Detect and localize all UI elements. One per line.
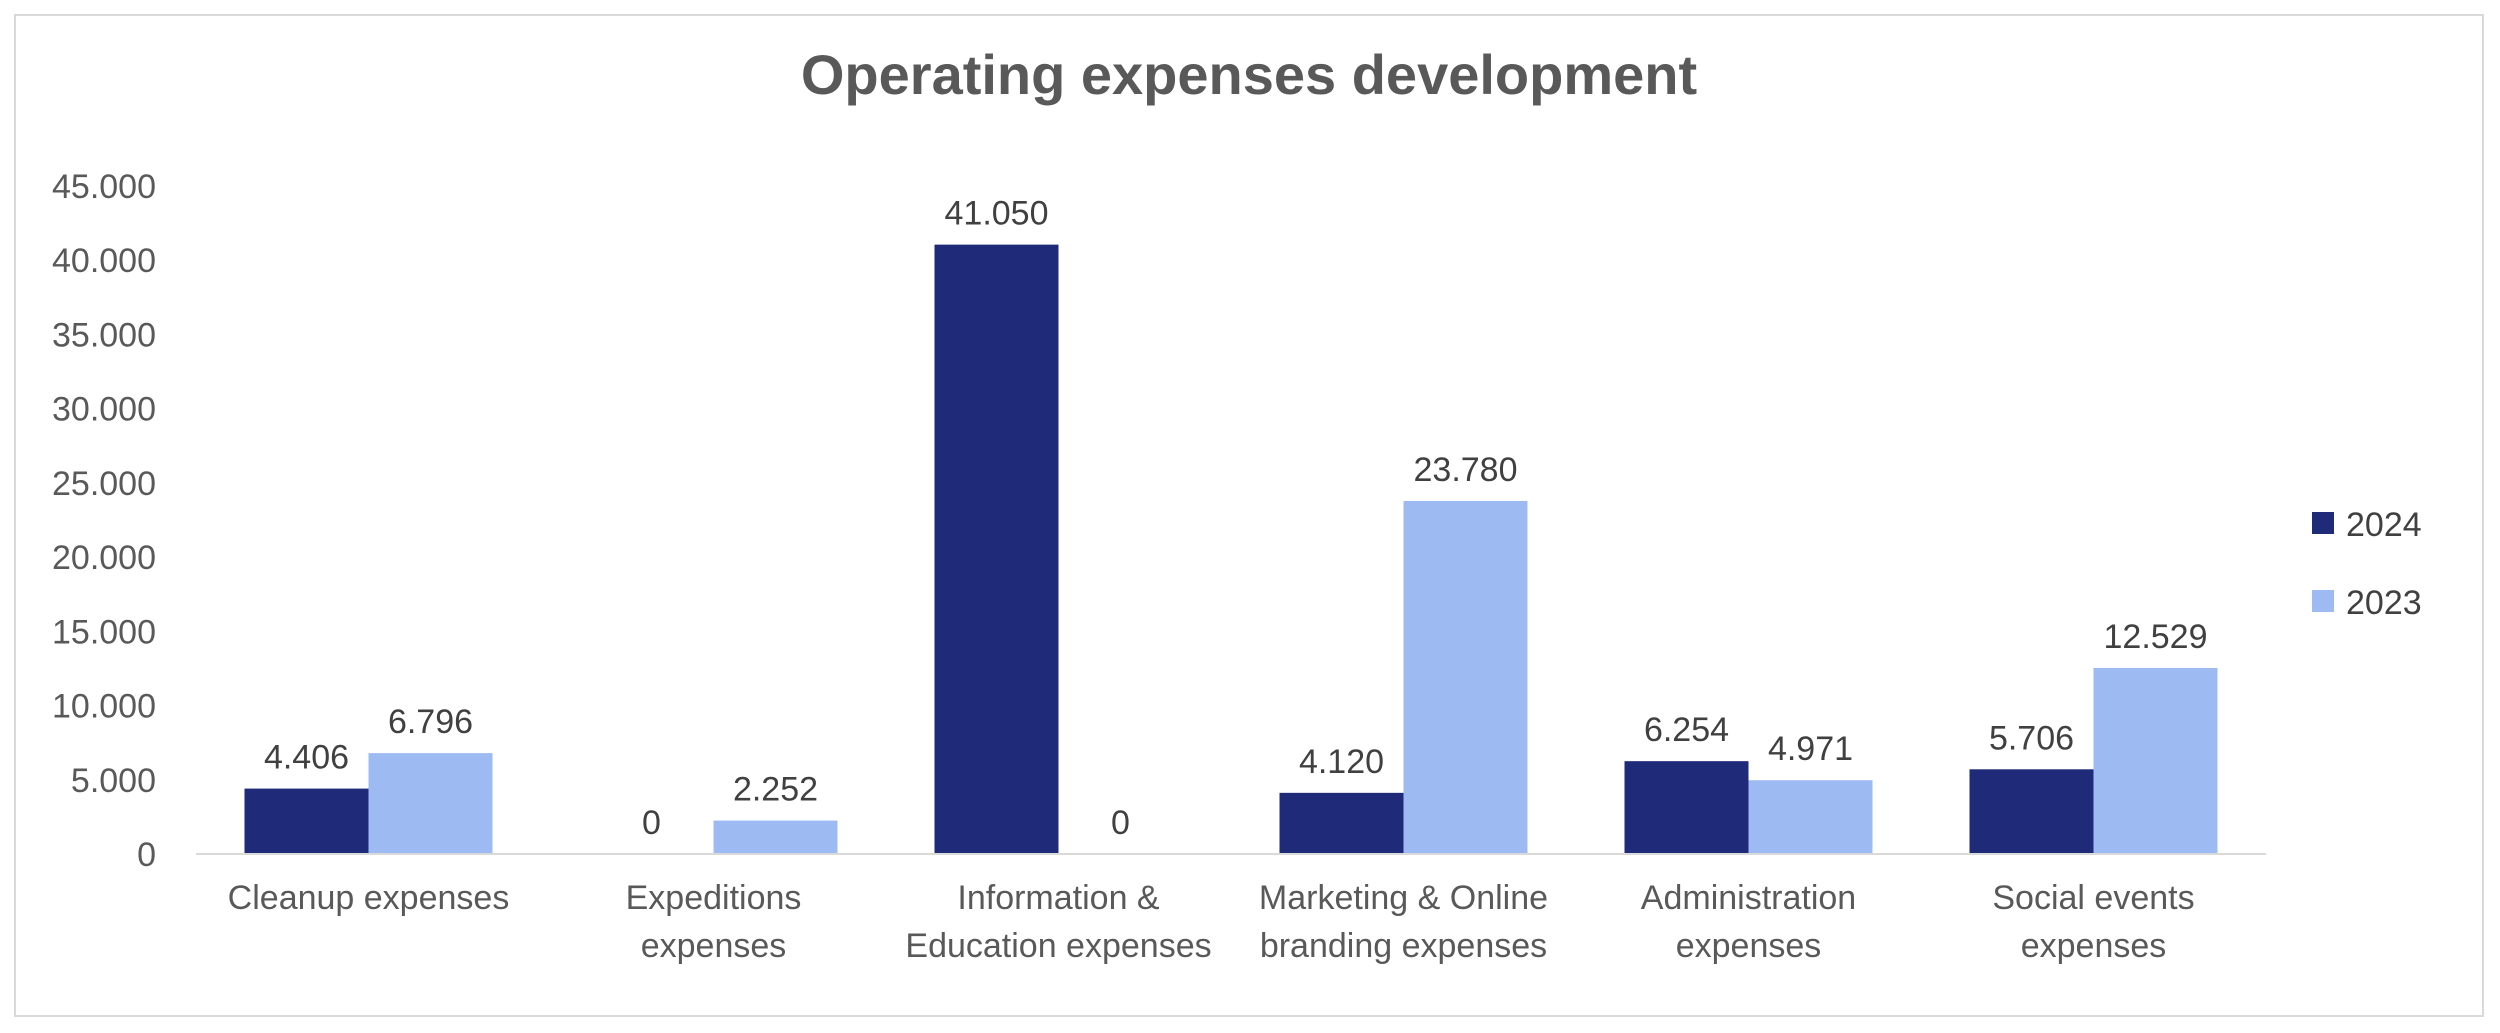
bar-2024 bbox=[1279, 792, 1404, 854]
bars: 4.406 6.796 0 2.252 41.050 0 4.120 23.780 6.254 4… bbox=[244, 195, 2218, 854]
x-tick-label: expenses bbox=[2021, 927, 2167, 965]
chart-frame: Operating expenses development 0 5.000 10.… bbox=[14, 14, 2484, 1017]
bar-2024 bbox=[244, 788, 369, 854]
x-tick-label: Cleanup expenses bbox=[228, 879, 510, 917]
bar-2024 bbox=[1624, 761, 1749, 854]
data-label: 12.529 bbox=[2104, 618, 2208, 656]
data-label: 0 bbox=[642, 804, 661, 842]
x-tick-label: Education expenses bbox=[905, 927, 1211, 965]
y-tick-label: 30.000 bbox=[52, 391, 156, 429]
bar-2023 bbox=[713, 820, 838, 854]
data-label: 0 bbox=[1111, 804, 1130, 842]
bar-2023 bbox=[1748, 780, 1873, 854]
data-label: 6.796 bbox=[388, 703, 473, 741]
legend-swatch-2023 bbox=[2312, 590, 2334, 612]
legend: 2024 2023 bbox=[2312, 506, 2422, 622]
x-tick-label: branding expenses bbox=[1260, 927, 1547, 965]
data-label: 2.252 bbox=[733, 771, 818, 809]
data-label: 4.971 bbox=[1768, 730, 1853, 768]
legend-label-2023: 2023 bbox=[2346, 584, 2422, 622]
x-tick-label: expenses bbox=[1676, 927, 1822, 965]
x-tick-label: Marketing & Online bbox=[1259, 879, 1548, 917]
y-tick-label: 35.000 bbox=[52, 316, 156, 354]
legend-label-2024: 2024 bbox=[2346, 506, 2422, 544]
chart-title: Operating expenses development bbox=[801, 43, 1697, 106]
x-tick-label: expenses bbox=[641, 927, 787, 965]
y-tick-label: 5.000 bbox=[71, 762, 156, 800]
y-tick-label: 25.000 bbox=[52, 465, 156, 503]
bar-chart: Operating expenses development 0 5.000 10.… bbox=[52, 43, 2422, 965]
data-label: 23.780 bbox=[1414, 451, 1518, 489]
data-label: 5.706 bbox=[1989, 719, 2074, 757]
y-tick-label: 0 bbox=[137, 836, 156, 874]
bar-2024 bbox=[934, 244, 1059, 854]
y-tick-label: 20.000 bbox=[52, 539, 156, 577]
data-label: 6.254 bbox=[1644, 711, 1729, 749]
bar-2023 bbox=[2093, 668, 2218, 854]
y-tick-label: 45.000 bbox=[52, 168, 156, 206]
x-tick-label: Administration bbox=[1641, 879, 1856, 917]
y-tick-label: 10.000 bbox=[52, 688, 156, 726]
bar-2023 bbox=[1403, 500, 1528, 854]
bar-2024 bbox=[1969, 769, 2094, 854]
legend-swatch-2024 bbox=[2312, 512, 2334, 534]
data-label: 4.406 bbox=[264, 739, 349, 777]
x-tick-label: Expeditions bbox=[626, 879, 802, 917]
y-axis: 0 5.000 10.000 15.000 20.000 25.000 30.000 35.0… bbox=[52, 168, 156, 874]
x-tick-label: Information & bbox=[957, 879, 1160, 917]
y-tick-label: 15.000 bbox=[52, 613, 156, 651]
bar-2023 bbox=[368, 753, 493, 854]
data-label: 4.120 bbox=[1299, 743, 1384, 781]
y-tick-label: 40.000 bbox=[52, 242, 156, 280]
x-axis: Cleanup expenses Expeditions expenses Infor… bbox=[196, 853, 2266, 965]
x-tick-label: Social events bbox=[1992, 879, 2194, 917]
data-label: 41.050 bbox=[945, 195, 1049, 233]
